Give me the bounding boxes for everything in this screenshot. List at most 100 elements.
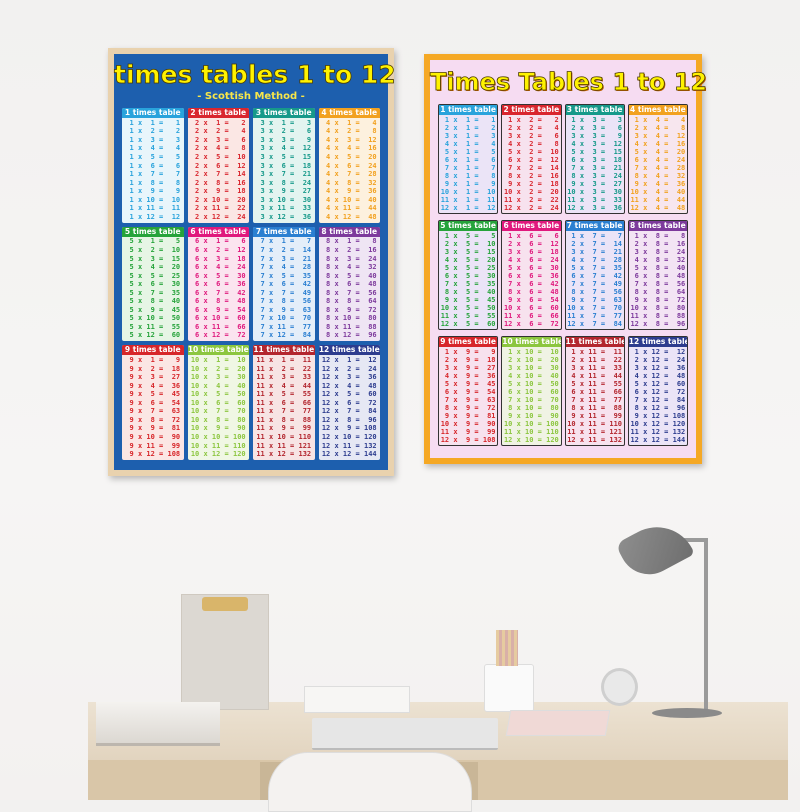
equation-row: 6 x 4 = 24 [630,155,686,164]
equation-row: 11 x 10 = 110 [503,427,559,436]
equation-row: 6 x 4 = 24 [190,263,246,272]
equation-row: 4 x 2 = 8 [321,127,377,136]
equation-row: 9 x 4 = 36 [125,381,181,390]
equation-row: 10 x 8 = 80 [630,303,686,312]
equation-row: 11 x 3 = 33 [256,373,312,382]
equation-row: 6 x 5 = 30 [190,271,246,280]
times-table-7: 7 times table 7 x 1 = 7 7 x 2 = 14 7 x 3… [253,226,315,342]
equation-row: 12 x 5 = 60 [440,319,496,328]
equation-row: 9 x 3 = 27 [125,373,181,382]
equation-row: 2 x 10 = 20 [190,195,246,204]
equation-row: 2 x 5 = 10 [440,239,496,248]
equation-row: 4 x 4 = 16 [321,144,377,153]
equation-row: 4 x 10 = 40 [321,195,377,204]
book-stack [96,702,220,746]
equation-row: 12 x 3 = 36 [321,373,377,382]
equation-row: 8 x 12 = 96 [630,403,686,412]
equation-row: 5 x 6 = 30 [503,263,559,272]
equation-row: 4 x 6 = 24 [321,161,377,170]
equation-row: 10 x 7 = 70 [567,303,623,312]
table-header: 5 times table [439,221,498,231]
equation-row: 8 x 7 = 56 [567,287,623,296]
equation-row: 1 x 7 = 7 [125,170,181,179]
equation-row: 11 x 7 = 77 [567,311,623,320]
lamp-pole [704,540,708,712]
equation-row: 2 x 3 = 6 [567,123,623,132]
clipboard [181,594,269,710]
tables-grid: 1 times table 1 x 1 = 1 1 x 2 = 2 1 x 3 … [122,108,380,460]
table-header: 8 times table [628,221,687,231]
table-header: 3 times table [253,108,315,118]
equation-row: 9 x 9 = 81 [125,424,181,433]
times-table-10: 10 times table 10 x 1 = 10 10 x 2 = 20 10 x… [187,345,249,460]
equation-row: 11 x 11 = 121 [256,441,312,450]
equation-row: 12 x 7 = 84 [567,319,623,328]
equation-row: 4 x 11 = 44 [321,204,377,213]
equation-row: 3 x 9 = 27 [440,363,496,372]
lamp-arm [680,538,708,542]
poster-title: Times Tables 1 to 12 [430,68,708,97]
times-table-8: 8 times table 1 x 8 = 8 2 x 8 = 16 3 x 8… [627,220,688,330]
equation-row: 7 x 10 = 70 [256,314,312,323]
equation-row: 5 x 2 = 10 [125,245,181,254]
equation-row: 5 x 7 = 35 [125,288,181,297]
equation-row: 11 x 12 = 132 [256,450,312,459]
equation-row: 2 x 6 = 12 [190,161,246,170]
equation-row: 1 x 12 = 12 [125,212,181,221]
table-header: 1 times table [122,108,184,118]
times-table-6: 6 times table 6 x 1 = 6 6 x 2 = 12 6 x 3… [187,226,249,342]
equation-row: 5 x 7 = 35 [567,263,623,272]
equation-row: 6 x 9 = 54 [440,387,496,396]
equation-row: 5 x 4 = 20 [630,147,686,156]
equation-row: 9 x 7 = 63 [125,407,181,416]
equation-row: 3 x 12 = 36 [256,212,312,221]
equation-row: 10 x 7 = 70 [190,407,246,416]
equation-row: 3 x 11 = 33 [256,204,312,213]
equation-row: 9 x 6 = 54 [503,295,559,304]
equation-row: 3 x 10 = 30 [503,363,559,372]
equation-row: 6 x 8 = 48 [630,271,686,280]
equation-row: 12 x 10 = 120 [321,433,377,442]
table-header: 10 times table [502,337,562,347]
pencil-mug [484,664,534,712]
equation-row: 11 x 1 = 11 [256,356,312,365]
equation-row: 7 x 8 = 56 [630,279,686,288]
poster-title: times tables 1 to 12 [114,60,396,90]
equation-row: 4 x 3 = 12 [321,135,377,144]
equation-row: 6 x 11 = 66 [190,322,246,331]
equation-row: 12 x 12 = 144 [630,435,686,444]
times-table-4: 4 times table 4 x 1 = 4 4 x 2 = 8 4 x 3 … [318,108,380,223]
equation-row: 4 x 2 = 8 [503,139,559,148]
table-header: 6 times table [187,226,249,237]
equation-row: 8 x 4 = 32 [321,263,377,272]
equation-row: 1 x 6 = 6 [125,161,181,170]
equation-row: 12 x 2 = 24 [321,364,377,373]
equation-row: 11 x 5 = 55 [440,311,496,320]
equation-row: 5 x 11 = 55 [567,379,623,388]
lamp-shade [615,513,695,585]
equation-row: 3 x 3 = 9 [567,131,623,140]
equation-row: 12 x 6 = 72 [503,319,559,328]
table-header: 9 times table [439,337,498,347]
equation-row: 9 x 12 = 108 [630,411,686,420]
table-header: 7 times table [565,221,624,231]
notebook [505,710,611,736]
equation-row: 11 x 4 = 44 [256,381,312,390]
equation-row: 2 x 9 = 18 [440,355,496,364]
equation-row: 10 x 5 = 50 [190,390,246,399]
equation-row: 3 x 2 = 6 [256,127,312,136]
equation-row: 2 x 11 = 22 [190,204,246,213]
equation-row: 2 x 1 = 2 [190,118,246,127]
equation-row: 2 x 3 = 6 [190,135,246,144]
equation-row: 1 x 8 = 8 [125,178,181,187]
equation-row: 10 x 10 = 100 [190,433,246,442]
equation-row: 10 x 9 = 90 [440,419,496,428]
equation-row: 10 x 12 = 120 [190,450,246,459]
equation-row: 7 x 11 = 77 [256,322,312,331]
table-header: 1 times table [439,105,498,115]
poster-times-tables: Times Tables 1 to 12 1 times table 1 x 1… [424,54,708,464]
equation-row: 7 x 9 = 63 [256,305,312,314]
equation-row: 3 x 2 = 6 [503,131,559,140]
equation-row: 9 x 8 = 72 [125,415,181,424]
equation-row: 12 x 9 = 108 [440,435,496,444]
